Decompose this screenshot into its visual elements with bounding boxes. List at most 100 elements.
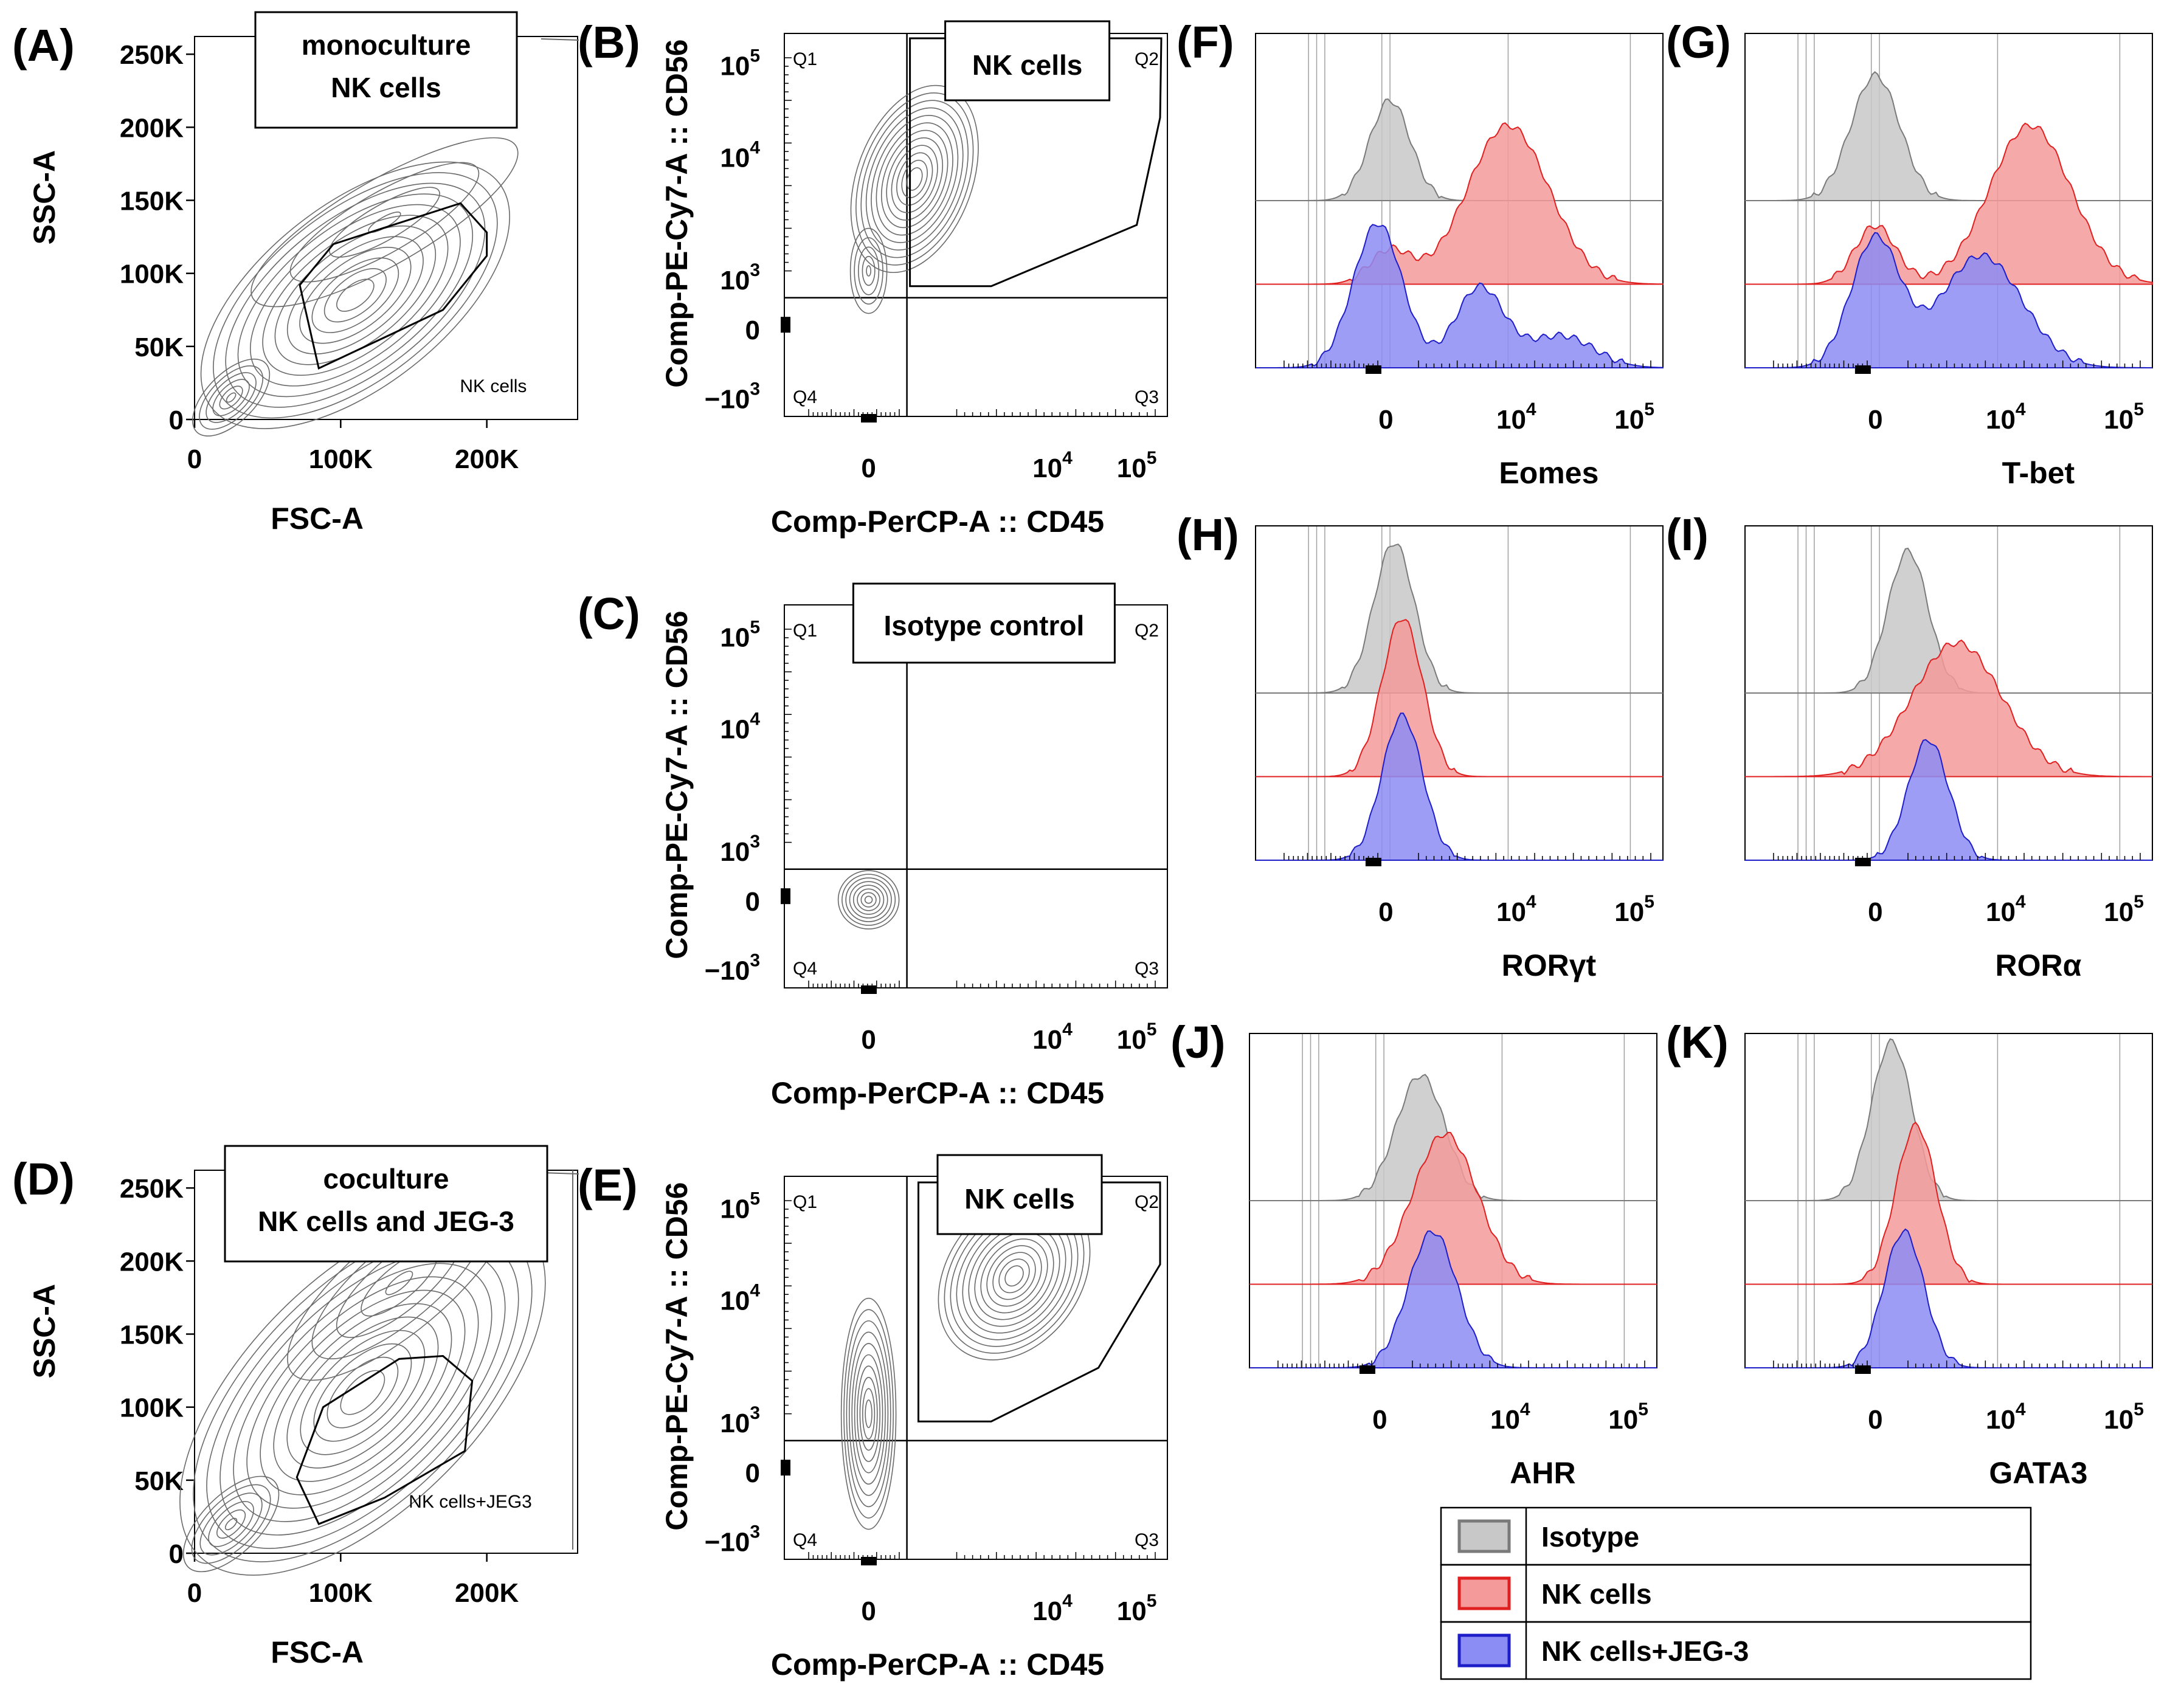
x-axis-title: RORγt [1502,948,1597,982]
quadrant-label-q3: Q3 [1135,1530,1159,1550]
nk-contour [974,1232,1054,1320]
legend-row [1440,1564,2032,1623]
legend-label: NK cells+JEG-3 [1541,1635,1749,1667]
cell-contour [865,107,964,251]
x-tick-label: 104 [1032,1591,1073,1626]
y-tick-label: 250K [120,40,184,70]
x-tick-label: 0 [1868,897,1882,927]
cd45neg-contour [840,1297,897,1530]
y-tick-label: 0 [745,887,760,917]
gate-polygon [909,37,1163,288]
histogram-nk-cells [1256,122,1664,285]
x-axis-title: GATA3 [1989,1456,2087,1490]
x-tick-label: 105 [1614,892,1654,927]
quadrant-label-q1: Q1 [793,1192,817,1212]
legend: Isotype NK cells NK cells+JEG-3 [1440,1506,2032,1680]
debris-contour [206,372,257,423]
x-axis-title: Comp-PerCP-A :: CD45 [771,505,1104,539]
gate-label: NK cells [460,376,527,396]
y-tick-label: 103 [720,832,760,867]
y-tick-label: 100K [120,260,184,289]
y-tick-label: 150K [120,187,184,216]
title-box-text: NK cells [972,49,1083,81]
cd45neg-contour [862,1388,876,1440]
y-tick-label: 103 [720,260,760,295]
y-tick-label: 150K [120,1320,184,1350]
panel-h: (H) 0 104 105 RORγt [1177,509,1664,982]
y-tick-label: 0 [169,1539,184,1569]
quadrant-label-q1: Q1 [793,49,817,69]
title-box-text: NK cells [964,1183,1075,1215]
debris-contour [226,392,237,403]
quadrant-label-q3: Q3 [1135,959,1159,979]
cell-contour [860,892,877,908]
cell-contour [837,870,900,930]
histogram-nk-cells-jeg3 [1249,1230,1657,1368]
axis-marker [861,1557,877,1565]
axis-marker [861,985,877,994]
cell-contour [849,227,888,314]
title-box-text: NK cells [331,72,441,103]
title-box [852,582,1116,664]
x-axis-title: Eomes [1499,456,1598,490]
x-axis-title: T-bet [2002,456,2075,490]
y-tick-label: 103 [720,1403,760,1438]
panel-j: (J) 0 104 105 AHR [1170,1017,1657,1490]
quadrant-label-q2: Q2 [1135,49,1159,69]
x-tick-label: 105 [1614,399,1654,435]
histogram-nk-cells [1256,619,1663,778]
cell-contour [886,137,944,221]
cell-contour [852,885,885,915]
cd45neg-contour [848,1331,889,1496]
quadrant-label-q1: Q1 [793,621,817,641]
x-tick-label: 104 [1496,892,1536,927]
axis-marker [1854,858,1871,866]
x-tick-label: 104 [1986,399,2026,435]
axis-marker [1365,858,1381,866]
quadrant-label-q3: Q3 [1135,387,1159,407]
legend-row [1440,1621,2032,1680]
title-box-text: Isotype control [884,610,1085,641]
axis-marker [1854,365,1871,374]
panel-letter: (H) [1177,509,1239,560]
histogram-nk-cells [1745,1121,2152,1285]
quadrant-label-q4: Q4 [793,387,817,407]
panel-f: (F) 0 104 105 Eomes [1177,17,1664,490]
cell-contour [200,161,510,429]
title-box-text: monoculture [302,29,471,61]
x-axis-title: Comp-PerCP-A :: CD45 [771,1076,1104,1110]
legend-swatch [1457,1519,1511,1553]
x-tick-label: 105 [2104,892,2144,927]
cell-contour [336,278,375,312]
panel-letter: (G) [1666,17,1731,67]
x-tick-label: 105 [1117,1019,1157,1055]
panel-letter: (B) [578,17,640,67]
cell-contour [857,888,880,911]
panel-letter: (D) [12,1154,75,1204]
x-tick-label: 0 [861,454,876,483]
x-tick-label: 0 [1868,1405,1882,1435]
cell-contour [313,1343,412,1442]
x-tick-label: 104 [1490,1399,1530,1435]
axis-marker [781,1460,790,1476]
legend-label: NK cells [1541,1578,1652,1610]
y-axis-title: SSC-A [27,150,61,245]
debris-contour [199,365,263,430]
y-tick-label: 104 [720,138,760,173]
cell-contour [891,145,938,213]
cell-contour [849,881,888,919]
legend-label: Isotype [1541,1521,1639,1553]
cell-contour [340,1370,385,1415]
panel-k: (K) 0 104 105 GATA3 [1666,1017,2153,1490]
cell-contour [855,92,974,266]
cell-contour [225,182,486,408]
nk-contour [986,1245,1042,1307]
cell-contour [289,162,480,283]
histogram-isotype [1256,543,1663,694]
title-box-text: coculture [323,1163,449,1195]
y-tick-label: 250K [120,1174,184,1204]
panel-letter: (J) [1170,1017,1225,1068]
title-box [936,1154,1103,1235]
quadrant-label-q4: Q4 [793,1530,817,1550]
panel-e: (E) Q1 Q2 Q3 Q4 0 104 105 −103 0 103 104 105 Comp-Per… [578,1154,1168,1682]
